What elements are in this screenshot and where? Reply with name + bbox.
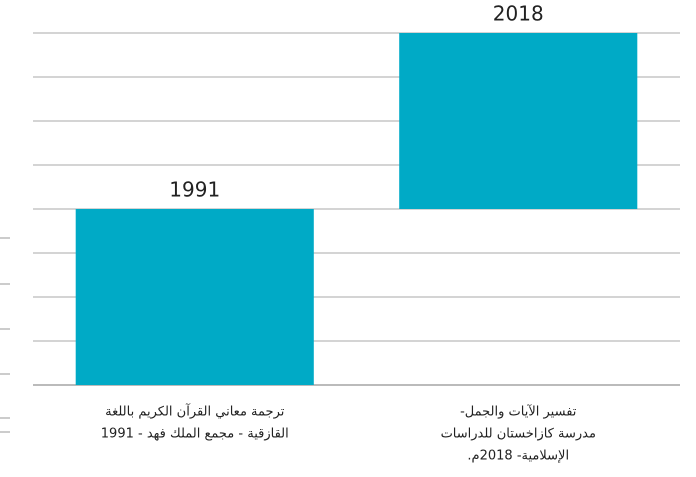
x-tick-label: ترجمة معاني القرآن الكريم باللغة <box>105 403 285 420</box>
x-tick-label: مدرسة كازاخستان للدراسات <box>441 427 596 442</box>
value-label: 1991 <box>169 178 220 202</box>
bar <box>75 209 314 385</box>
edge-ticks <box>0 237 10 433</box>
bar <box>399 33 638 209</box>
value-label: 2018 <box>493 2 544 26</box>
x-tick-label: القازقية - مجمع الملك فهد - 1991 <box>101 427 289 442</box>
x-tick-label: الإسلامية- 2018م. <box>467 449 569 464</box>
x-tick-label: تفسير الآيات والجمل- <box>460 404 577 420</box>
